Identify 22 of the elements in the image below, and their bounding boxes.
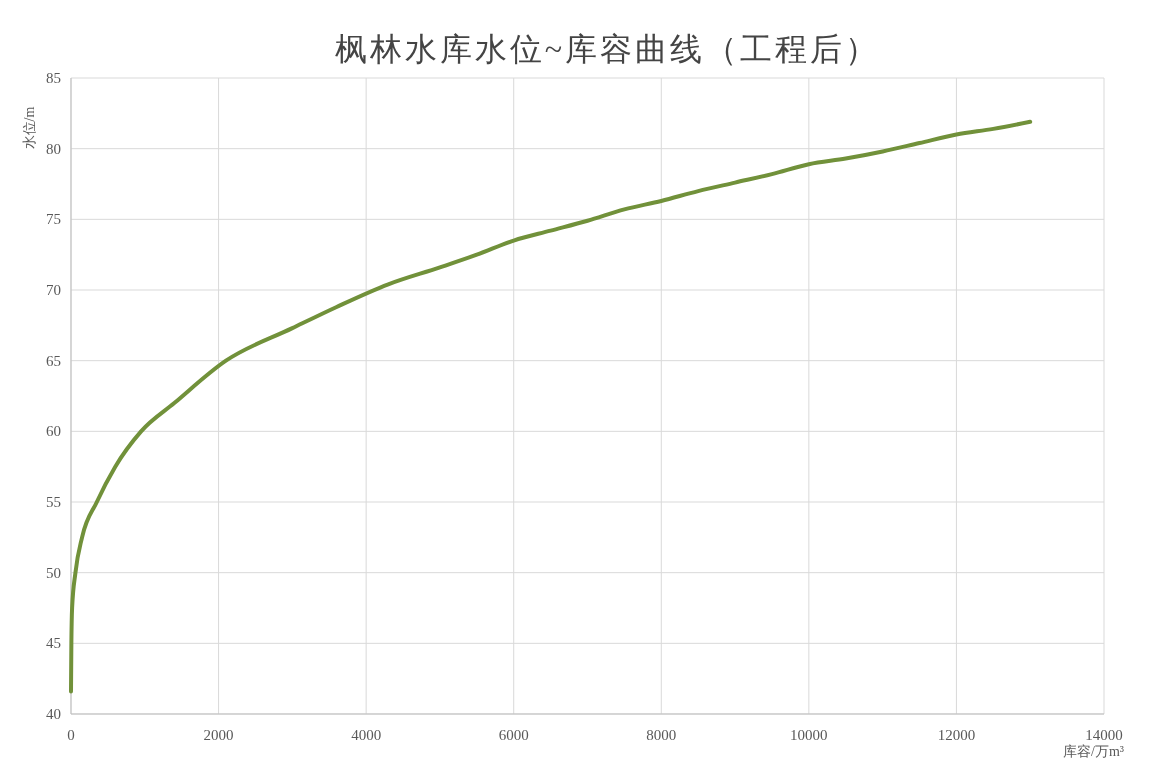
- x-axis-title: 库容/万m³: [1063, 744, 1124, 759]
- y-tick-label: 45: [46, 635, 61, 652]
- x-tick-label: 14000: [1085, 727, 1123, 743]
- x-tick-label: 4000: [351, 727, 382, 743]
- x-tick-label: 6000: [498, 727, 529, 743]
- x-tick-label: 12000: [937, 727, 976, 743]
- y-tick-label: 50: [46, 564, 61, 581]
- y-tick-label: 65: [46, 352, 61, 369]
- y-tick-label: 75: [46, 211, 61, 228]
- y-tick-label: 85: [46, 70, 61, 86]
- x-tick-label: 2000: [203, 727, 234, 743]
- y-tick-label: 70: [46, 282, 61, 298]
- y-tick-label: 40: [46, 706, 61, 722]
- x-tick-label: 10000: [790, 727, 828, 743]
- chart-title: 枫林水库水位~库容曲线（工程后）: [334, 31, 881, 67]
- x-tick-label: 0: [67, 727, 75, 743]
- y-tick-label: 60: [46, 423, 61, 440]
- y-tick-label: 80: [46, 140, 61, 157]
- y-axis-title: 水位/m: [22, 106, 37, 150]
- y-tick-label: 55: [46, 494, 61, 510]
- line-series: [69, 119, 1033, 694]
- x-tick-label: 8000: [646, 727, 677, 743]
